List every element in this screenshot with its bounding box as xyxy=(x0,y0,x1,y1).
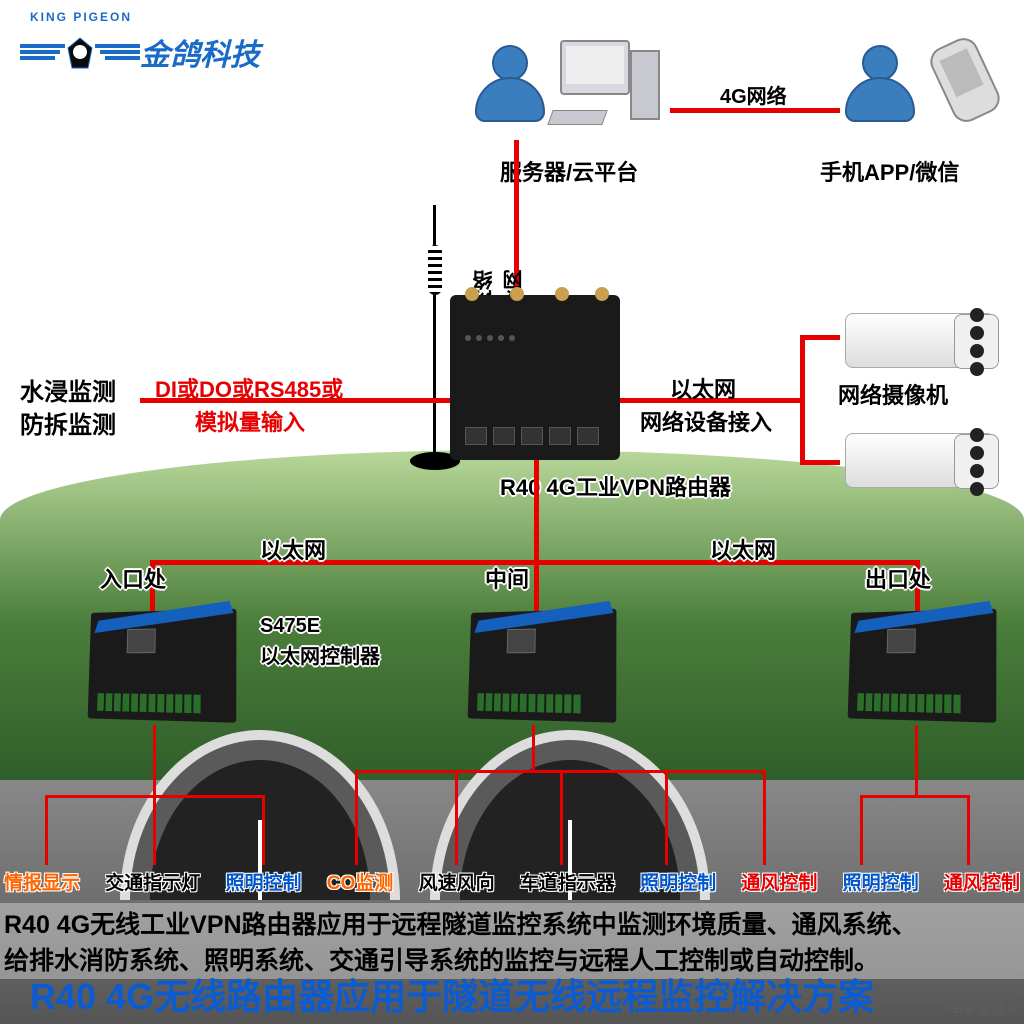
output-label: 通风控制 xyxy=(944,868,1020,895)
eth-cam-label: 以太网 xyxy=(670,372,736,404)
conn-router-down xyxy=(534,460,539,565)
exit-label: 出口处 xyxy=(865,562,931,594)
output-label: CO监测 xyxy=(327,868,394,895)
conn-4g-label: 4G网络 xyxy=(720,80,787,109)
camera-top xyxy=(835,305,1005,375)
c3-drop xyxy=(915,725,918,795)
output-label: 通风控制 xyxy=(741,868,817,895)
tamper-label: 防拆监测 xyxy=(20,405,116,440)
ctrl-name: 以太网控制器 xyxy=(260,640,380,669)
server-user-icon xyxy=(470,45,550,135)
controller-middle xyxy=(450,600,630,730)
middle-label: 中间 xyxy=(485,562,529,594)
output-label: 照明控制 xyxy=(640,868,716,895)
output-label: 照明控制 xyxy=(843,868,919,895)
analog-label: 模拟量输入 xyxy=(195,405,305,437)
controller-entry xyxy=(70,600,250,730)
output-label: 照明控制 xyxy=(226,868,302,895)
camera-label: 网络摄像机 xyxy=(838,378,948,410)
entry-label: 入口处 xyxy=(100,562,166,594)
c1-drop xyxy=(153,725,156,795)
conn-cam-bot xyxy=(800,460,840,465)
watermark: 电子发烧友 xyxy=(948,1000,1018,1020)
eth-right-label: 以太网 xyxy=(710,533,776,565)
conn-cam-top xyxy=(800,335,840,340)
phone-label: 手机APP/微信 xyxy=(820,155,959,187)
eth-cam-sub-label: 网络设备接入 xyxy=(640,405,772,437)
server-label: 服务器/云平台 xyxy=(500,155,638,187)
logo-cn: 金鸽科技 xyxy=(140,30,260,74)
phone-user-icon xyxy=(840,45,920,135)
conn-cam-v xyxy=(800,335,805,465)
output-label: 风速风向 xyxy=(419,868,495,895)
logo-wing-icon xyxy=(10,20,150,70)
outputs-row: 情报显示交通指示灯照明控制CO监测风速风向车道指示器照明控制通风控制照明控制通风… xyxy=(4,868,1020,895)
ctrl-model: S475E xyxy=(260,615,320,638)
eth-left-label: 以太网 xyxy=(260,533,326,565)
main-title: R40 4G无线路由器应用于隧道无线远程监控解决方案 xyxy=(30,968,874,1020)
c3-bus xyxy=(860,795,970,798)
controller-exit xyxy=(830,600,1010,730)
dido-label: DI或DO或RS485或 xyxy=(155,372,343,404)
router-device xyxy=(450,295,620,460)
water-label: 水浸监测 xyxy=(20,372,116,407)
phone-icon xyxy=(920,40,1000,130)
output-label: 车道指示器 xyxy=(520,868,615,895)
output-label: 交通指示灯 xyxy=(105,868,200,895)
c2-drop xyxy=(532,725,535,770)
server-computer-icon xyxy=(540,40,660,140)
output-label: 情报显示 xyxy=(4,868,80,895)
desc-line1: R40 4G无线工业VPN路由器应用于远程隧道监控系统中监测环境质量、通风系统、 xyxy=(4,905,1020,941)
camera-bot xyxy=(835,425,1005,495)
